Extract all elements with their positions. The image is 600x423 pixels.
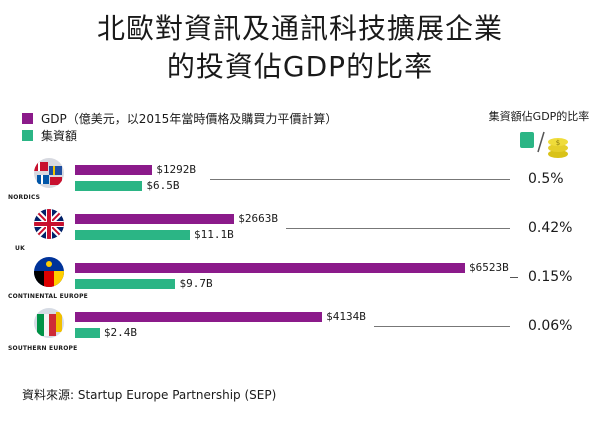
gdp-value-label-southern-europe: $4134B bbox=[326, 310, 366, 323]
gdp-value-label-continental-europe: $6523B bbox=[469, 261, 509, 274]
funding-value-label-continental-europe: $9.7B bbox=[179, 277, 213, 290]
ratio-label-southern-europe: 0.06% bbox=[528, 318, 573, 334]
legend-item-gdp: GDP（億美元，以2015年當時價格及購買力平價計算） bbox=[22, 111, 338, 126]
ratio-leader-line-uk bbox=[286, 228, 510, 229]
ratio-label-continental-europe: 0.15% bbox=[528, 269, 573, 285]
region-label-southern-europe: SOUTHERN EUROPE bbox=[8, 345, 78, 352]
gdp-value-label-uk: $2663B bbox=[238, 212, 278, 225]
svg-text:$: $ bbox=[556, 139, 560, 147]
legend-swatch-funding bbox=[22, 129, 33, 141]
nordics-flags-icon bbox=[34, 158, 64, 188]
gdp-value-label-nordics: $1292B bbox=[156, 163, 196, 176]
legend-label-gdp: GDP（億美元，以2015年當時價格及購買力平價計算） bbox=[41, 111, 338, 126]
coins-icon: $ bbox=[520, 131, 568, 158]
funding-bar-uk bbox=[75, 230, 190, 240]
gdp-bar-nordics bbox=[75, 165, 153, 175]
region-label-uk: UK bbox=[15, 245, 25, 252]
funding-value-label-uk: $11.1B bbox=[194, 228, 234, 241]
ratio-leader-line-nordics bbox=[210, 179, 510, 180]
gdp-bar-continental-europe bbox=[75, 263, 465, 273]
chart-title-line2: 的投資佔GDP的比率 bbox=[166, 50, 434, 83]
ratio-leader-line-southern-europe bbox=[374, 326, 510, 327]
source-note: 資料來源: Startup Europe Partnership (SEP) bbox=[22, 388, 277, 402]
ratio-leader-dash-continental-europe bbox=[510, 277, 518, 278]
funding-bar-continental-europe bbox=[75, 279, 176, 289]
ratio-label-uk: 0.42% bbox=[528, 220, 573, 236]
funding-value-label-nordics: $6.5B bbox=[146, 179, 180, 192]
region-label-nordics: NORDICS bbox=[8, 194, 41, 201]
legend-swatch-gdp bbox=[22, 112, 33, 124]
gdp-bar-southern-europe bbox=[75, 312, 323, 322]
gdp-bar-uk bbox=[75, 214, 235, 224]
funding-bar-southern-europe bbox=[75, 328, 100, 338]
legend-label-funding: 集資額 bbox=[41, 128, 78, 143]
chart-title-line1: 北歐對資訊及通訊科技擴展企業 bbox=[96, 12, 503, 45]
ratio-header: 集資額佔GDP的比率 bbox=[488, 110, 590, 123]
southern-europe-flags-icon bbox=[34, 308, 64, 338]
funding-bar-nordics bbox=[75, 181, 143, 191]
ratio-label-nordics: 0.5% bbox=[528, 171, 564, 187]
legend-item-funding: 集資額 bbox=[22, 128, 78, 143]
uk-flag-icon bbox=[34, 209, 64, 239]
continental-europe-flags-icon bbox=[34, 257, 64, 287]
region-label-continental-europe: CONTINENTAL EUROPE bbox=[8, 293, 88, 300]
funding-value-label-southern-europe: $2.4B bbox=[103, 326, 137, 339]
